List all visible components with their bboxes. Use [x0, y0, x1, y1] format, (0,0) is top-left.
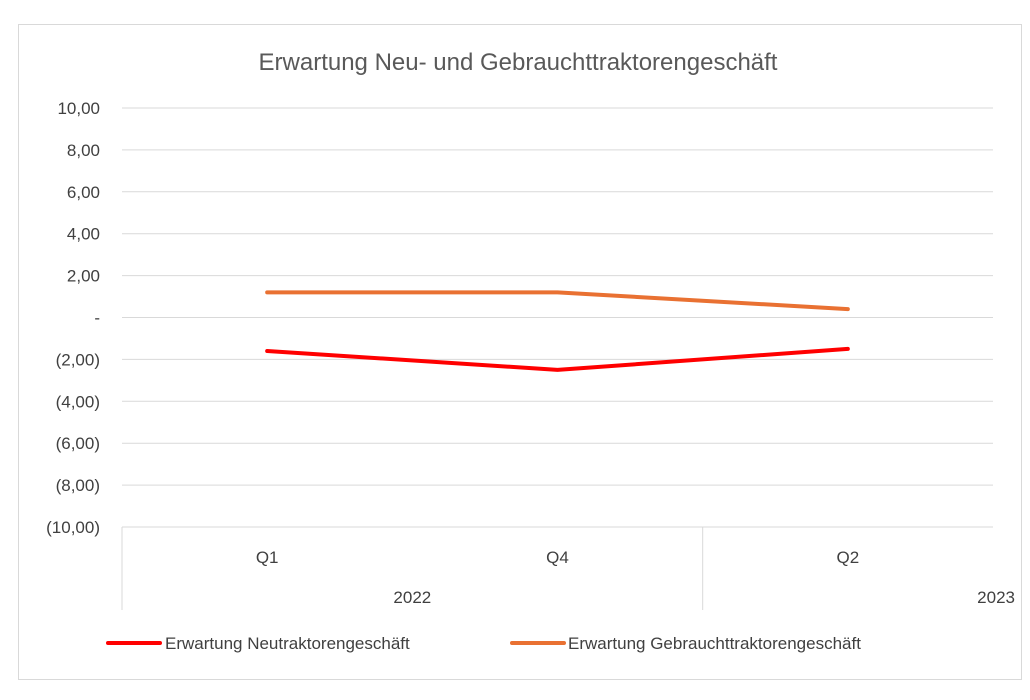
- x-tick-label: Q4: [546, 548, 569, 567]
- series-line-1: [265, 290, 850, 312]
- x-group-label: 2022: [393, 588, 431, 607]
- legend: Erwartung Neutraktorengeschäft Erwartung …: [106, 634, 861, 653]
- y-tick-label: (6,00): [56, 434, 100, 453]
- legend-label: Erwartung Gebrauchttraktorengeschäft: [568, 634, 861, 653]
- gridlines: [122, 107, 993, 528]
- y-tick-label: 8,00: [67, 141, 100, 160]
- x-tick-label: Q1: [256, 548, 279, 567]
- y-tick-label: (4,00): [56, 392, 100, 411]
- y-axis-ticks: 10,00 8,00 6,00 4,00 2,00 - (2,00) (4,00) (6,00)…: [46, 99, 100, 537]
- y-tick-label: 4,00: [67, 225, 100, 244]
- y-tick-label: 6,00: [67, 183, 100, 202]
- series-lines: [265, 290, 850, 372]
- y-tick-label: 2,00: [67, 267, 100, 286]
- x-group-label: 2023: [977, 588, 1015, 607]
- y-tick-label: 10,00: [57, 99, 100, 118]
- chart-title: Erwartung Neu- und Gebrauchttraktorenges…: [259, 49, 778, 76]
- x-axis: Q1 Q4 Q2 2022 2023: [121, 527, 1015, 610]
- y-tick-label: -: [94, 309, 100, 328]
- series-line-0: [265, 346, 850, 372]
- y-tick-label: (10,00): [46, 518, 100, 537]
- y-tick-label: (2,00): [56, 350, 100, 369]
- chart-frame: [18, 24, 1022, 680]
- legend-label: Erwartung Neutraktorengeschäft: [165, 634, 410, 653]
- y-tick-label: (8,00): [56, 476, 100, 495]
- x-tick-label: Q2: [836, 548, 859, 567]
